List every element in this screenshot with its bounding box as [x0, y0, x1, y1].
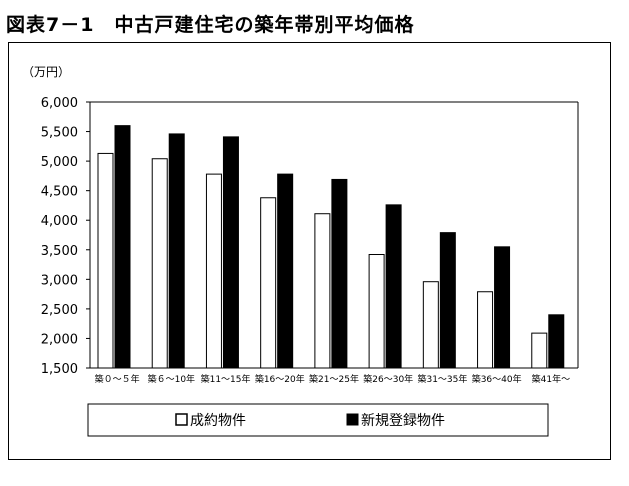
- bar-series-1-3: [277, 173, 294, 369]
- y-axis-ticks: 1,500 2,000 2,500 3,000 3,500 4,000 4,500 5,000…: [41, 96, 90, 377]
- y-tick-label: 2,500: [41, 303, 78, 318]
- bar-series-0-8: [531, 332, 548, 369]
- bar-series-0-7: [477, 291, 494, 369]
- y-tick-label: 4,000: [41, 214, 78, 229]
- bar-series-1-6: [439, 232, 456, 369]
- x-axis-labels: 築０～５年 築６～10年 築11～15年 築16～20年 築21～25年 築26～30年築…: [95, 373, 571, 385]
- y-tick-label: 6,000: [41, 96, 78, 111]
- legend: 成約物件 新規登録物件: [87, 403, 549, 437]
- legend-box: [87, 403, 549, 437]
- y-tick-label: 4,500: [41, 185, 78, 200]
- y-tick-label: 3,500: [41, 244, 78, 259]
- legend-swatch-series-0: [175, 413, 188, 426]
- bar-series-1-2: [222, 136, 239, 369]
- x-tick-label: 築26～30年: [363, 373, 413, 385]
- chart-frame: [8, 42, 611, 460]
- y-tick-label: 5,500: [41, 126, 78, 141]
- bar-series-0-6: [422, 281, 439, 369]
- bar-series-0-1: [151, 158, 168, 369]
- y-tick-label: 1,500: [41, 362, 78, 377]
- bars-group: [97, 125, 565, 369]
- bar-series-1-1: [168, 133, 185, 369]
- legend-label-series-1: 新規登録物件: [361, 413, 445, 429]
- y-axis-unit-label: （万円）: [22, 65, 70, 79]
- bar-series-1-4: [331, 178, 348, 369]
- y-tick-label: 2,000: [41, 332, 78, 347]
- bar-series-1-0: [114, 125, 131, 369]
- x-tick-label: 築36～40年: [472, 373, 522, 385]
- bar-series-0-4: [314, 213, 331, 369]
- x-tick-label: 築41年～: [532, 373, 570, 385]
- legend-label-series-0: 成約物件: [190, 413, 246, 429]
- legend-swatch-series-1: [346, 413, 359, 426]
- x-tick-label: 築０～５年: [95, 373, 140, 385]
- bar-series-1-8: [548, 314, 565, 369]
- x-tick-label: 築16～20年: [255, 373, 305, 385]
- bar-series-1-7: [494, 246, 511, 369]
- x-tick-label: 築６～10年: [148, 373, 195, 385]
- bar-series-0-3: [260, 197, 277, 369]
- bar-series-0-2: [205, 173, 222, 369]
- x-tick-label: 築31～35年: [417, 373, 467, 385]
- x-tick-label: 築21～25年: [309, 373, 359, 385]
- x-tick-label: 築11～15年: [201, 373, 251, 385]
- y-tick-label: 5,000: [41, 155, 78, 170]
- bar-series-1-5: [385, 204, 402, 369]
- bar-series-0-0: [97, 152, 114, 369]
- page-title: 図表7－1 中古戸建住宅の築年帯別平均価格: [6, 14, 415, 36]
- y-tick-label: 3,000: [41, 273, 78, 288]
- bar-series-0-5: [368, 254, 385, 369]
